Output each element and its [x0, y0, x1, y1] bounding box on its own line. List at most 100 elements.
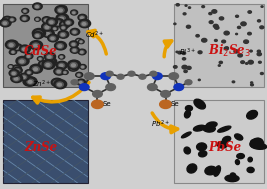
Circle shape: [13, 44, 22, 51]
Circle shape: [11, 74, 23, 83]
Circle shape: [26, 55, 31, 58]
Circle shape: [182, 58, 186, 60]
Ellipse shape: [206, 122, 217, 128]
Circle shape: [80, 16, 85, 19]
Ellipse shape: [197, 143, 207, 151]
Circle shape: [258, 61, 261, 63]
Circle shape: [176, 4, 179, 6]
Circle shape: [27, 71, 31, 74]
Circle shape: [63, 8, 64, 9]
Circle shape: [59, 9, 62, 12]
Circle shape: [18, 59, 26, 64]
Circle shape: [70, 63, 77, 68]
Circle shape: [251, 84, 253, 86]
Circle shape: [189, 7, 191, 8]
Circle shape: [28, 81, 32, 83]
FancyBboxPatch shape: [174, 4, 264, 87]
Text: $Bi^{3+}$: $Bi^{3+}$: [179, 46, 196, 58]
Circle shape: [56, 14, 69, 23]
Circle shape: [148, 84, 157, 91]
Circle shape: [54, 28, 56, 29]
Circle shape: [60, 56, 63, 58]
Circle shape: [80, 41, 83, 43]
Ellipse shape: [205, 166, 217, 175]
Circle shape: [45, 19, 48, 21]
Circle shape: [80, 84, 89, 91]
Circle shape: [36, 35, 39, 37]
Circle shape: [58, 16, 65, 21]
Circle shape: [56, 22, 60, 24]
Circle shape: [22, 9, 29, 13]
Circle shape: [11, 51, 15, 53]
Circle shape: [57, 70, 60, 73]
Circle shape: [14, 77, 18, 80]
Circle shape: [176, 51, 178, 53]
Circle shape: [77, 40, 80, 42]
Circle shape: [56, 82, 63, 87]
Circle shape: [70, 28, 80, 35]
Circle shape: [54, 80, 67, 89]
Ellipse shape: [218, 141, 227, 148]
Circle shape: [60, 64, 63, 67]
Circle shape: [248, 11, 252, 13]
Circle shape: [76, 72, 83, 77]
Circle shape: [5, 19, 8, 21]
Circle shape: [38, 60, 48, 67]
Circle shape: [80, 51, 84, 54]
Circle shape: [186, 25, 191, 28]
Ellipse shape: [230, 173, 236, 177]
Circle shape: [117, 74, 124, 79]
Circle shape: [60, 56, 62, 58]
Circle shape: [50, 21, 53, 23]
Circle shape: [213, 24, 218, 28]
Circle shape: [202, 38, 207, 42]
Circle shape: [72, 43, 75, 45]
Circle shape: [46, 55, 53, 59]
Circle shape: [248, 32, 251, 35]
Circle shape: [62, 70, 68, 74]
Ellipse shape: [254, 138, 264, 148]
Circle shape: [224, 31, 229, 35]
Circle shape: [25, 53, 33, 59]
Circle shape: [238, 54, 242, 57]
Circle shape: [23, 48, 26, 50]
Circle shape: [232, 81, 235, 83]
Text: ZnSe: ZnSe: [24, 141, 57, 154]
FancyBboxPatch shape: [174, 100, 264, 183]
Circle shape: [106, 84, 115, 91]
Circle shape: [9, 44, 13, 46]
Circle shape: [60, 17, 64, 20]
Circle shape: [152, 73, 162, 80]
Circle shape: [60, 33, 66, 37]
Circle shape: [241, 22, 246, 26]
Circle shape: [62, 15, 65, 18]
Circle shape: [56, 61, 67, 69]
Circle shape: [27, 81, 31, 83]
Circle shape: [11, 52, 13, 53]
Ellipse shape: [184, 110, 190, 118]
Circle shape: [236, 33, 238, 35]
Circle shape: [244, 40, 249, 43]
Circle shape: [23, 10, 27, 12]
Circle shape: [56, 69, 62, 74]
Text: Se: Se: [102, 101, 111, 107]
Circle shape: [54, 67, 65, 75]
Circle shape: [187, 66, 191, 69]
Circle shape: [84, 73, 94, 80]
Circle shape: [12, 72, 15, 75]
Circle shape: [38, 58, 42, 60]
Circle shape: [14, 46, 20, 49]
Circle shape: [34, 5, 40, 9]
Circle shape: [78, 14, 87, 21]
Circle shape: [61, 33, 64, 35]
Circle shape: [53, 28, 56, 30]
Circle shape: [78, 81, 83, 84]
Circle shape: [261, 6, 263, 7]
Circle shape: [13, 67, 22, 74]
Circle shape: [36, 19, 38, 20]
Circle shape: [61, 34, 64, 36]
Circle shape: [81, 22, 88, 26]
Circle shape: [10, 66, 11, 67]
Circle shape: [62, 23, 67, 27]
Circle shape: [42, 23, 54, 31]
